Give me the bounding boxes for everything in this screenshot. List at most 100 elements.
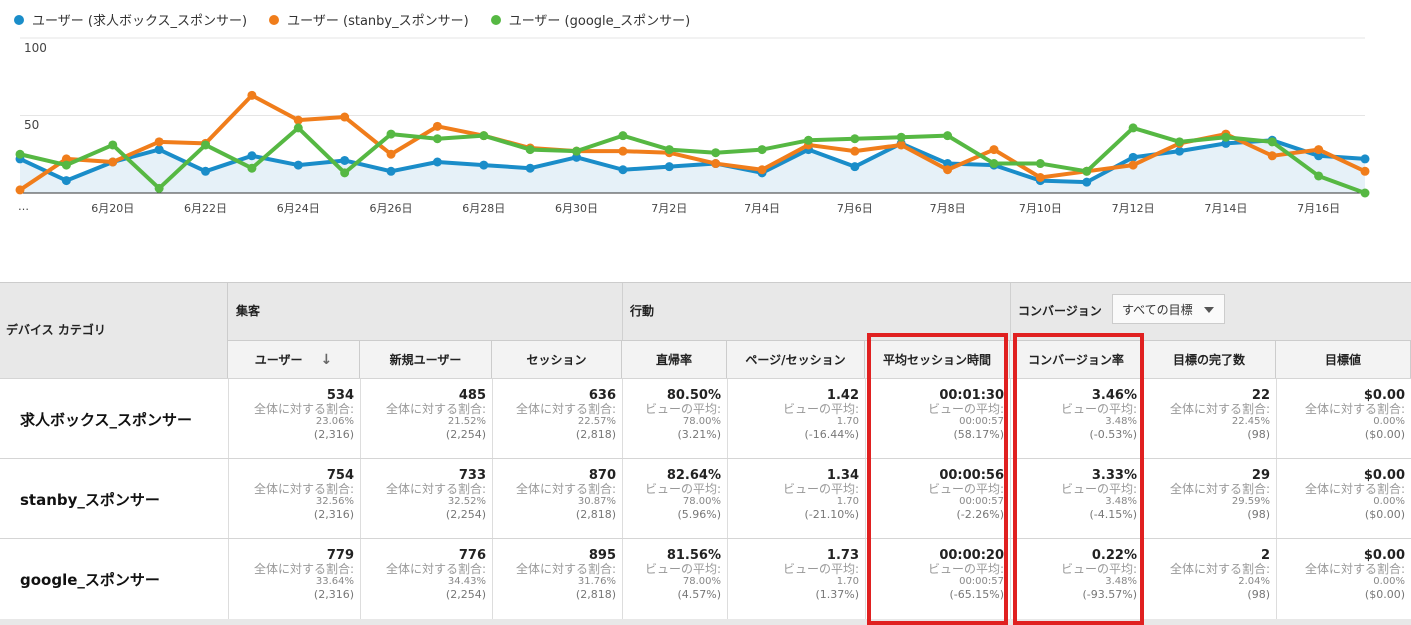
col-header-bounce-rate[interactable]: 直帰率 — [622, 340, 727, 378]
data-point[interactable] — [757, 165, 767, 175]
data-point[interactable] — [386, 149, 396, 159]
data-point[interactable] — [1035, 159, 1045, 169]
col-header-goal-completions[interactable]: 目標の完了数 — [1143, 340, 1276, 378]
data-point[interactable] — [664, 162, 674, 172]
data-point[interactable] — [1267, 151, 1277, 161]
data-point[interactable] — [1128, 160, 1138, 170]
data-point[interactable] — [803, 135, 813, 145]
data-point[interactable] — [1221, 138, 1231, 148]
metric-cell: 779 全体に対する割合: 33.64% (2,316) — [228, 539, 360, 619]
data-point[interactable] — [711, 148, 721, 158]
metric-compare-total: (3.21%) — [677, 428, 721, 441]
col-header-goal-value[interactable]: 目標値 — [1276, 340, 1411, 378]
data-point[interactable] — [340, 155, 350, 165]
data-point[interactable] — [1174, 146, 1184, 156]
data-point[interactable] — [61, 160, 71, 170]
data-point[interactable] — [1360, 188, 1370, 198]
goal-select[interactable]: すべての目標 — [1112, 294, 1225, 324]
data-point[interactable] — [247, 151, 257, 161]
data-point[interactable] — [1221, 132, 1231, 142]
data-point[interactable] — [1128, 123, 1138, 133]
data-point[interactable] — [525, 163, 535, 173]
data-point[interactable] — [201, 166, 211, 176]
data-point[interactable] — [1174, 137, 1184, 147]
data-point[interactable] — [432, 157, 442, 167]
data-point[interactable] — [896, 132, 906, 142]
data-point[interactable] — [525, 145, 535, 155]
data-point[interactable] — [618, 131, 628, 141]
x-tick-label: 7月16日 — [1297, 202, 1341, 215]
x-tick-label: 6月28日 — [462, 202, 506, 215]
col-header-avg-session-duration[interactable]: 平均セッション時間 — [865, 340, 1010, 378]
metric-compare-label: 全体に対する割合: — [1169, 482, 1270, 496]
data-point[interactable] — [1082, 166, 1092, 176]
data-point[interactable] — [293, 123, 303, 133]
data-point[interactable] — [1128, 152, 1138, 162]
data-point[interactable] — [432, 121, 442, 131]
data-point[interactable] — [386, 166, 396, 176]
data-point[interactable] — [757, 145, 767, 155]
col-header-users[interactable]: ユーザー ↓ — [228, 340, 360, 378]
legend-item-google[interactable]: ユーザー (google_スポンサー) — [490, 10, 690, 29]
data-point[interactable] — [989, 145, 999, 155]
row-label[interactable]: google_スポンサー — [20, 571, 160, 589]
data-point[interactable] — [618, 146, 628, 156]
data-point[interactable] — [108, 157, 118, 167]
col-header-conversion-rate[interactable]: コンバージョン率 — [1010, 340, 1143, 378]
data-point[interactable] — [61, 176, 71, 186]
data-point[interactable] — [1314, 145, 1324, 155]
metric-value: 80.50% — [666, 388, 721, 403]
data-point[interactable] — [850, 162, 860, 172]
data-point[interactable] — [572, 146, 582, 156]
data-point[interactable] — [896, 140, 906, 150]
data-point[interactable] — [1314, 171, 1324, 181]
row-label[interactable]: 求人ボックス_スポンサー — [20, 411, 193, 429]
data-point[interactable] — [15, 149, 25, 159]
data-point[interactable] — [1360, 154, 1370, 164]
data-point[interactable] — [1314, 151, 1324, 161]
data-point[interactable] — [479, 131, 489, 141]
data-point[interactable] — [1035, 173, 1045, 182]
data-point[interactable] — [340, 168, 350, 178]
data-point[interactable] — [943, 165, 953, 175]
data-point[interactable] — [943, 159, 953, 169]
data-point[interactable] — [293, 115, 303, 125]
sort-down-arrow-icon[interactable]: ↓ — [320, 351, 333, 368]
data-point[interactable] — [989, 159, 999, 169]
data-point[interactable] — [386, 129, 396, 139]
data-point[interactable] — [108, 140, 118, 150]
x-tick-label: 7月12日 — [1111, 202, 1155, 215]
data-point[interactable] — [293, 160, 303, 170]
data-point[interactable] — [154, 145, 164, 155]
data-point[interactable] — [1082, 177, 1092, 187]
data-point[interactable] — [850, 146, 860, 156]
highlight-box-avg-session — [867, 333, 1008, 625]
col-header-new-users[interactable]: 新規ユーザー — [360, 340, 492, 378]
data-point[interactable] — [247, 163, 257, 173]
metric-cell: 776 全体に対する割合: 34.43% (2,254) — [360, 539, 492, 619]
data-point[interactable] — [154, 137, 164, 147]
legend-item-kyujin[interactable]: ユーザー (求人ボックス_スポンサー) — [14, 10, 247, 29]
data-point[interactable] — [201, 140, 211, 150]
data-point[interactable] — [1267, 137, 1277, 147]
data-point[interactable] — [15, 185, 25, 195]
data-point[interactable] — [618, 165, 628, 175]
data-point[interactable] — [711, 159, 721, 169]
data-point[interactable] — [247, 90, 257, 100]
metric-value: 0.22% — [1091, 548, 1137, 563]
data-point[interactable] — [1360, 166, 1370, 176]
data-point[interactable] — [340, 112, 350, 122]
data-point[interactable] — [479, 160, 489, 170]
data-point[interactable] — [943, 131, 953, 141]
col-header-sessions[interactable]: セッション — [492, 340, 622, 378]
data-point[interactable] — [572, 152, 582, 162]
data-point[interactable] — [850, 134, 860, 144]
row-label[interactable]: stanby_スポンサー — [20, 491, 160, 509]
data-point[interactable] — [432, 134, 442, 144]
data-point[interactable] — [61, 154, 71, 164]
legend-item-stanby[interactable]: ユーザー (stanby_スポンサー) — [269, 10, 469, 29]
data-point[interactable] — [154, 183, 164, 193]
data-point[interactable] — [664, 145, 674, 155]
col-header-pages-per-session[interactable]: ページ/セッション — [727, 340, 865, 378]
metric-cell: 00:01:30 ビューの平均: 00:00:57 (58.17%) — [865, 379, 1010, 459]
